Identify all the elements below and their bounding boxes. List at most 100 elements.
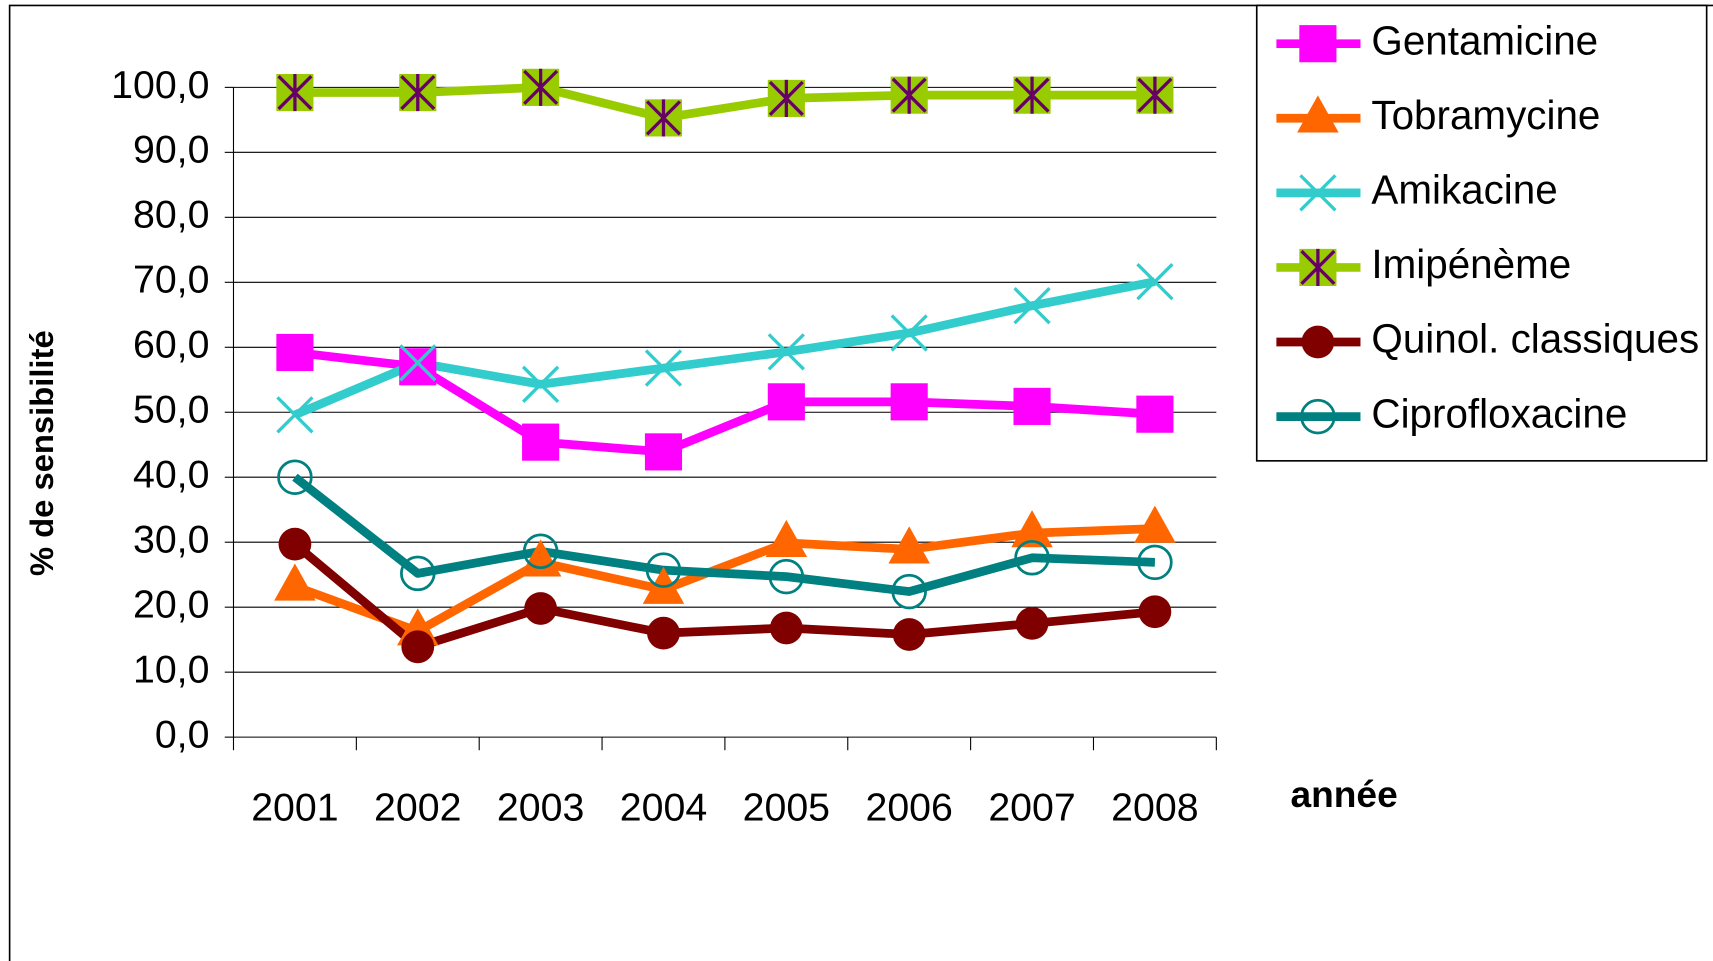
marker-circle	[768, 558, 805, 595]
x-tick-label: 2005	[743, 786, 830, 830]
marker-circle	[524, 592, 558, 625]
marker-circle	[1300, 398, 1336, 435]
marker-star	[400, 73, 436, 112]
data-point	[1136, 263, 1174, 301]
marker-square	[1299, 25, 1337, 63]
data-point	[278, 527, 312, 561]
marker-triangle	[1134, 505, 1176, 543]
marker-x	[1013, 287, 1051, 325]
data-point	[1136, 76, 1174, 114]
legend-marker	[1299, 248, 1337, 287]
marker-star	[523, 68, 559, 106]
y-axis-title: % de sensibilité	[23, 330, 60, 576]
y-tick-label: 30,0	[133, 518, 209, 562]
marker-star	[645, 99, 682, 137]
marker-circle	[401, 630, 435, 664]
marker-circle	[1138, 595, 1172, 629]
data-point	[890, 314, 928, 352]
y-tick-label: 10,0	[133, 648, 209, 692]
data-point	[892, 618, 926, 651]
data-point	[765, 519, 808, 558]
marker-circle	[645, 552, 682, 588]
marker-circle	[769, 611, 803, 645]
data-point	[647, 616, 680, 650]
marker-x	[767, 333, 805, 371]
data-point	[522, 423, 560, 461]
marker-star	[768, 79, 804, 117]
x-tick-label: 2001	[251, 786, 338, 830]
x-tick-label: 2004	[620, 786, 707, 830]
legend-marker	[1297, 95, 1339, 133]
data-point	[1013, 387, 1051, 425]
marker-x	[644, 349, 683, 387]
data-point	[1138, 595, 1172, 629]
x-tick-label: 2002	[374, 786, 461, 830]
marker-triangle	[765, 519, 808, 558]
data-point	[767, 333, 805, 371]
marker-triangle	[888, 526, 930, 564]
marker-circle	[522, 533, 559, 570]
y-tick-label: 70,0	[133, 258, 209, 302]
marker-circle	[892, 618, 926, 651]
marker-x	[1299, 174, 1337, 212]
data-point	[519, 539, 562, 577]
data-point	[644, 349, 683, 387]
data-point	[1014, 540, 1050, 576]
marker-triangle	[519, 539, 562, 577]
data-point	[399, 348, 437, 386]
marker-square	[1013, 387, 1051, 425]
data-point	[276, 333, 314, 372]
data-point	[891, 573, 927, 610]
x-tick-label: 2007	[988, 786, 1075, 830]
marker-triangle	[1297, 95, 1339, 133]
legend-label: Gentamicine	[1371, 17, 1598, 63]
marker-triangle	[1011, 510, 1053, 548]
marker-x	[399, 344, 437, 382]
data-point	[890, 383, 928, 421]
x-tick-label: 2003	[497, 786, 584, 830]
data-point	[400, 555, 436, 592]
data-point	[277, 459, 313, 495]
data-point	[1134, 505, 1176, 543]
marker-square	[399, 348, 437, 386]
marker-square	[644, 433, 683, 471]
data-point	[1013, 287, 1051, 325]
marker-square	[522, 423, 560, 461]
marker-circle	[400, 555, 436, 592]
data-point	[276, 396, 314, 434]
x-tick-label: 2008	[1111, 786, 1198, 830]
legend-marker	[1301, 325, 1335, 359]
data-point	[274, 563, 316, 601]
legend-label: Imipénème	[1371, 241, 1571, 287]
marker-circle	[1137, 544, 1173, 581]
series-line	[292, 540, 1156, 652]
data-point	[645, 552, 682, 588]
data-point	[401, 630, 435, 664]
data-point	[399, 73, 437, 112]
y-tick-label: 20,0	[133, 583, 209, 627]
marker-star	[1014, 76, 1050, 114]
data-point	[276, 73, 314, 112]
data-point	[521, 365, 560, 403]
legend-marker	[1299, 25, 1337, 63]
marker-star	[1137, 76, 1173, 114]
legend-label: Tobramycine	[1371, 92, 1600, 138]
marker-square	[1136, 395, 1174, 433]
data-point	[644, 99, 683, 137]
data-point	[1011, 510, 1053, 548]
legend-label: Ciprofloxacine	[1371, 390, 1627, 436]
series-line	[293, 524, 1156, 636]
data-point	[1015, 607, 1049, 640]
marker-circle	[277, 459, 313, 495]
data-point	[399, 344, 437, 382]
data-point	[768, 558, 805, 595]
data-point	[522, 68, 560, 106]
marker-square	[890, 383, 928, 421]
data-point	[1013, 76, 1051, 114]
marker-x	[276, 396, 314, 434]
marker-star	[1300, 248, 1336, 287]
y-tick-label: 40,0	[133, 453, 209, 497]
marker-square	[767, 383, 805, 421]
series-line	[292, 473, 1156, 596]
